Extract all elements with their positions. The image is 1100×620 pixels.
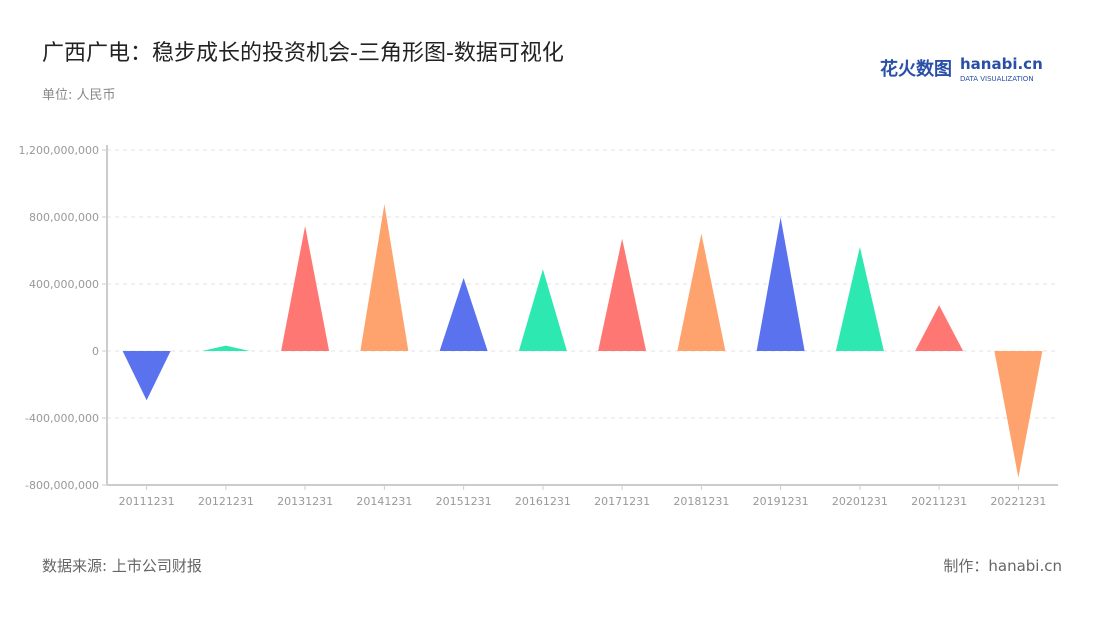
triangle-mark (281, 226, 330, 351)
y-tick-label: 0 (92, 345, 99, 358)
triangle-mark (439, 277, 488, 351)
x-tick-label: 20151231 (436, 495, 492, 508)
triangle-mark (915, 305, 964, 351)
x-tick-label: 20111231 (119, 495, 175, 508)
logo-cn: 花火数图 (880, 59, 952, 80)
logo-en-group: hanabi.cn DATA VISUALIZATION (960, 56, 1043, 84)
maker-credit: 制作：hanabi.cn (943, 557, 1062, 575)
data-source: 数据来源: 上市公司财报 (42, 557, 202, 575)
x-tick-label: 20201231 (832, 495, 888, 508)
x-tick-label: 20161231 (515, 495, 571, 508)
page-title: 广西广电：稳步成长的投资机会-三角形图-数据可视化 (42, 41, 564, 66)
y-tick-label: 800,000,000 (29, 211, 99, 224)
triangle-mark (201, 345, 250, 351)
triangle-mark (518, 269, 567, 351)
unit-label: 单位: 人民币 (42, 88, 116, 103)
x-tick-label: 20121231 (198, 495, 254, 508)
y-tick-label: -400,000,000 (25, 412, 99, 425)
x-tick-label: 20191231 (753, 495, 809, 508)
y-tick-label: -800,000,000 (25, 479, 99, 492)
triangle-mark (360, 204, 409, 351)
triangle-mark (835, 246, 884, 351)
triangle-mark (677, 233, 726, 351)
logo-tagline: DATA VISUALIZATION (960, 75, 1034, 83)
triangle-mark (122, 351, 171, 401)
x-tick-label: 20171231 (594, 495, 650, 508)
triangle-mark (756, 217, 805, 351)
triangle-mark (598, 238, 647, 351)
logo-en: hanabi.cn (960, 55, 1043, 73)
x-tick-label: 20181231 (673, 495, 729, 508)
triangle-mark (994, 351, 1043, 478)
x-tick-label: 20131231 (277, 495, 333, 508)
logo: 花火数图 hanabi.cn DATA VISUALIZATION (880, 56, 1043, 84)
y-tick-label: 1,200,000,000 (19, 144, 99, 157)
y-tick-label: 400,000,000 (29, 278, 99, 291)
x-tick-label: 20211231 (911, 495, 967, 508)
x-tick-label: 20221231 (990, 495, 1046, 508)
x-tick-label: 20141231 (356, 495, 412, 508)
